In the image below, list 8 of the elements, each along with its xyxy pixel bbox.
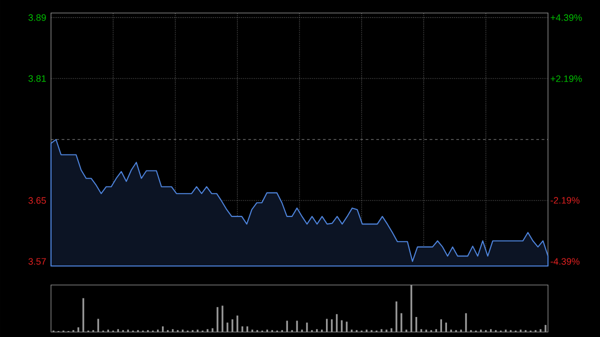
y-tick-label: 3.57 xyxy=(28,258,46,265)
y2-tick-label: -4.39% xyxy=(550,258,580,265)
y-tick-label: 3.81 xyxy=(28,75,46,82)
y-tick-label: 3.89 xyxy=(28,14,46,21)
y-tick-label: 3.65 xyxy=(28,197,46,204)
y2-tick-label: -2.19% xyxy=(550,197,580,204)
y2-tick-label: +4.39% xyxy=(550,14,582,21)
y2-tick-label: +2.19% xyxy=(550,75,582,82)
